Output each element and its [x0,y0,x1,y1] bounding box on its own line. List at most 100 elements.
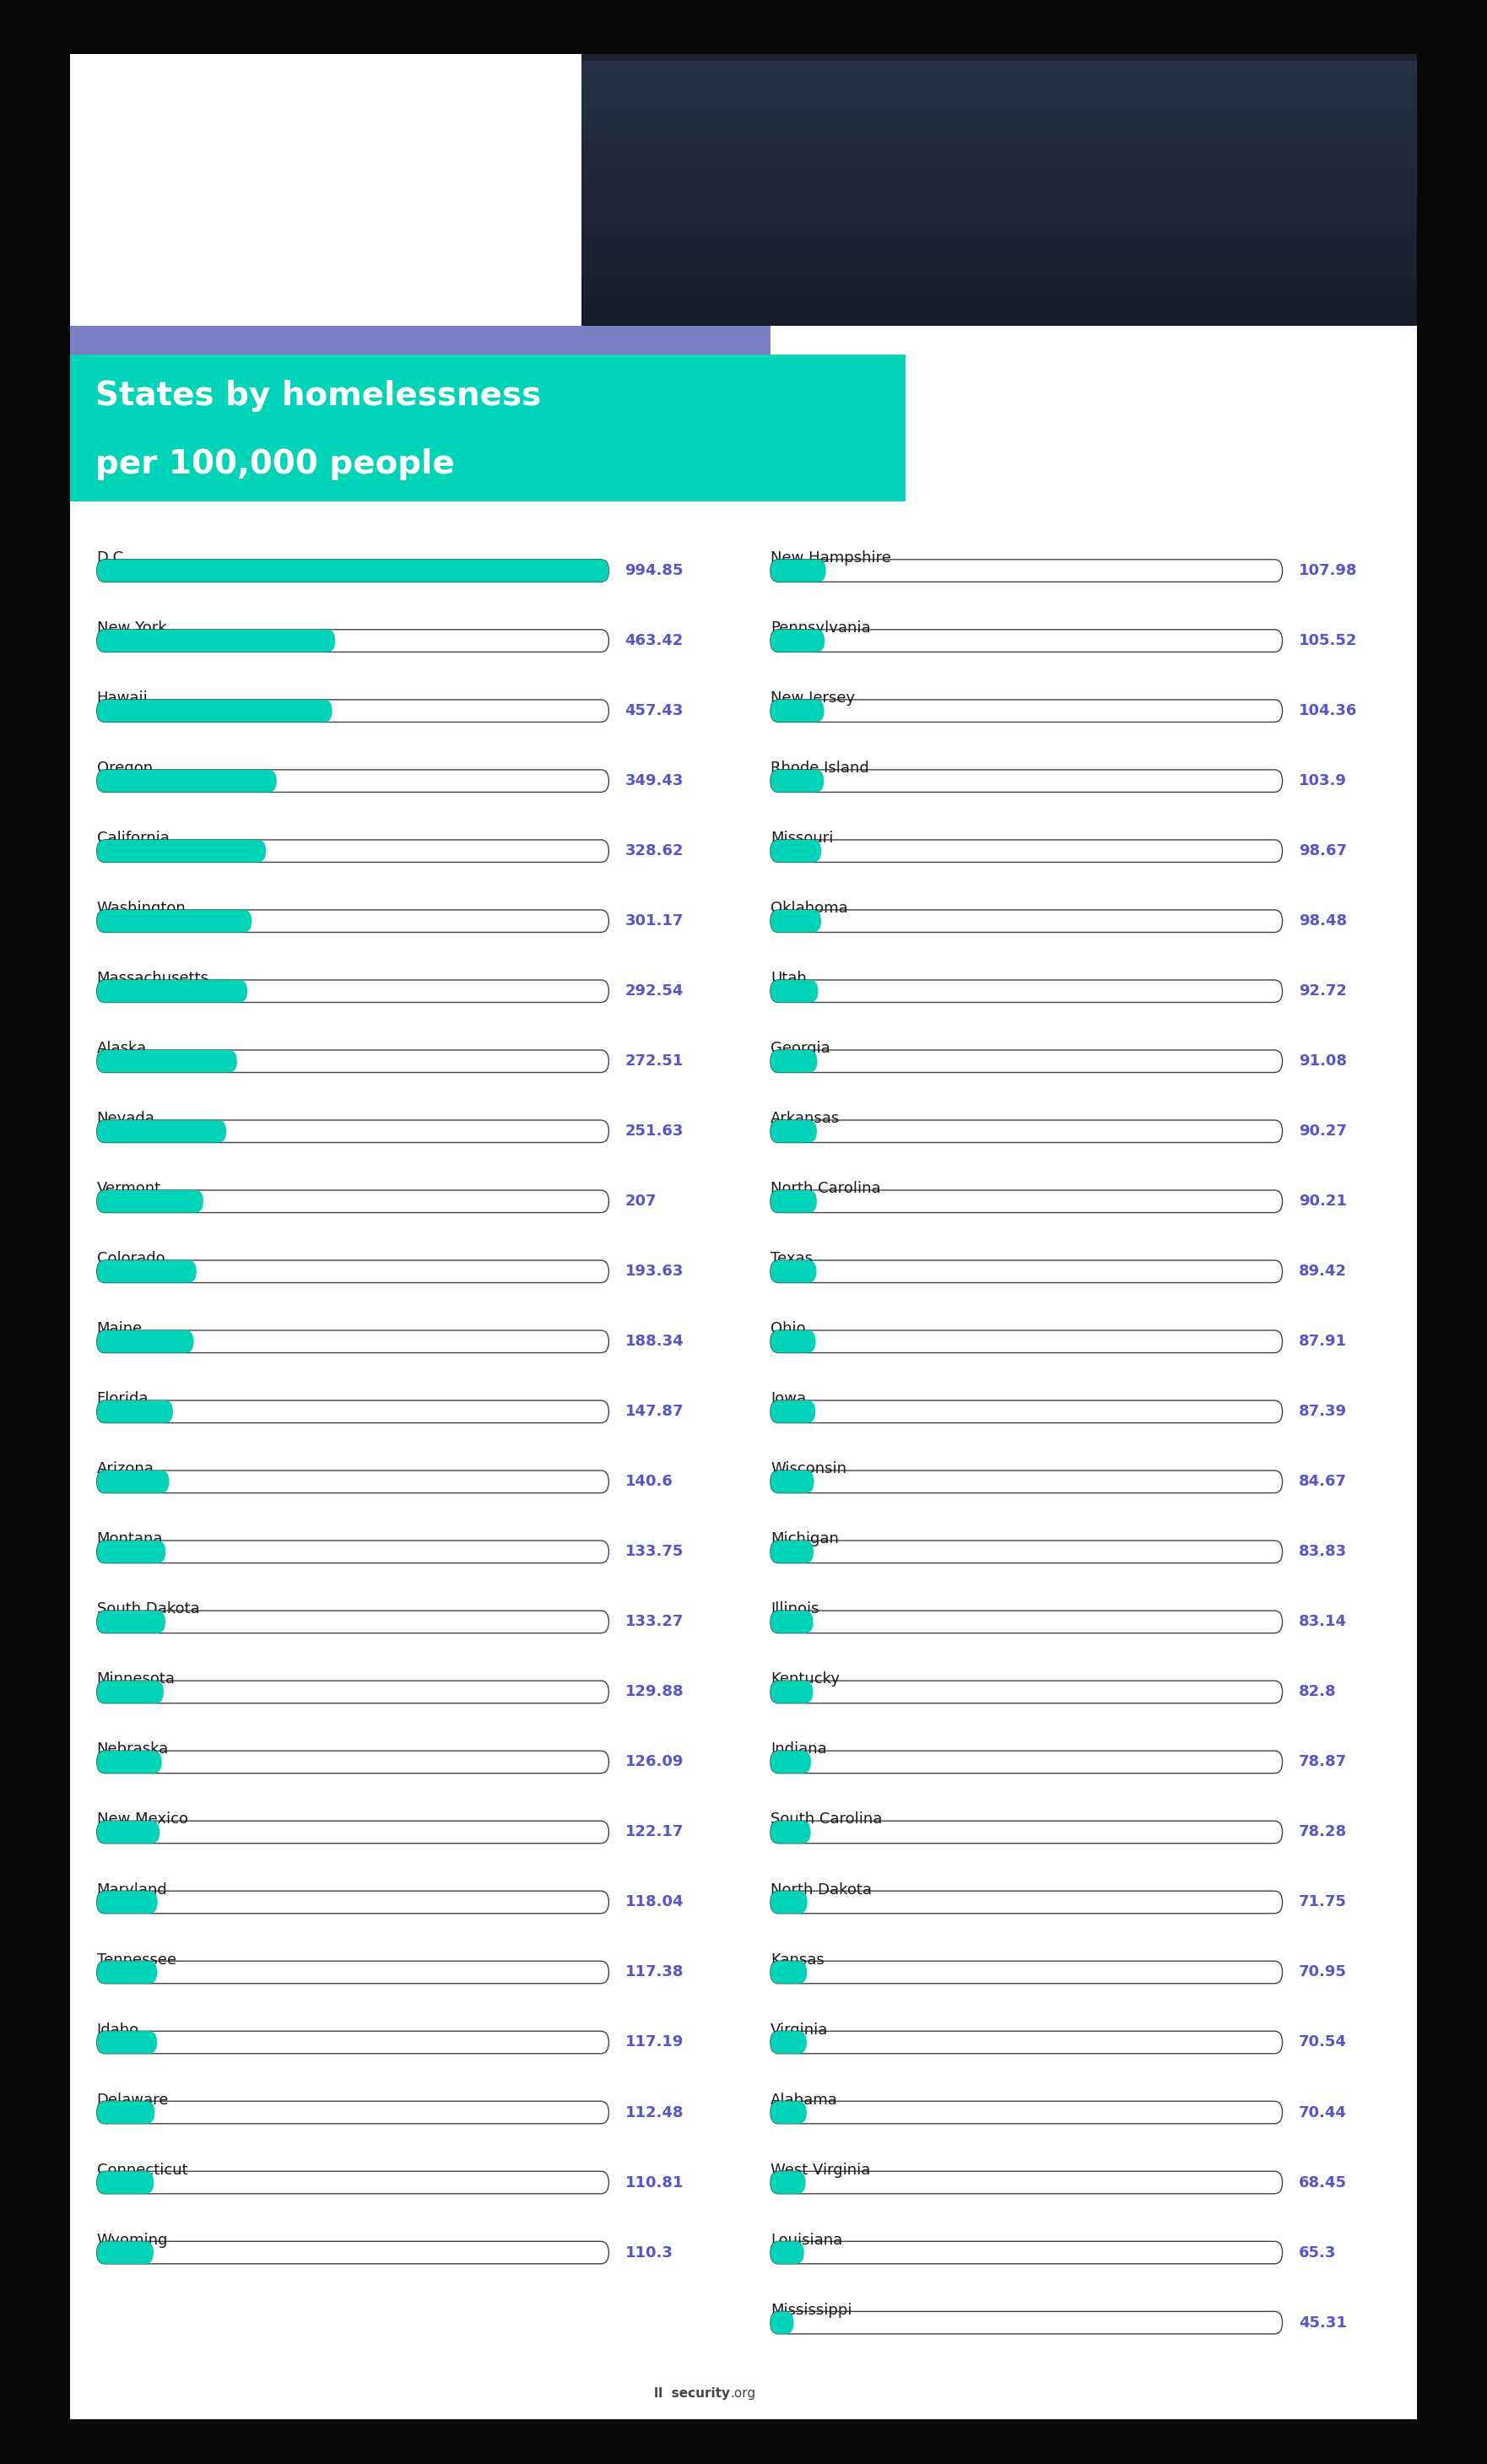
FancyBboxPatch shape [770,2311,1282,2333]
Text: West Virginia: West Virginia [770,2163,870,2178]
Text: per 100,000 people: per 100,000 people [95,448,454,480]
Text: Arizona: Arizona [97,1461,155,1476]
FancyBboxPatch shape [97,1400,608,1422]
FancyBboxPatch shape [97,1121,608,1143]
FancyBboxPatch shape [770,559,1282,582]
Text: .org: .org [730,2388,755,2400]
FancyBboxPatch shape [97,981,247,1003]
Text: 87.91: 87.91 [1298,1333,1347,1350]
FancyBboxPatch shape [770,700,1282,722]
FancyBboxPatch shape [97,559,608,582]
Text: 90.27: 90.27 [1298,1124,1347,1138]
Text: 126.09: 126.09 [625,1754,684,1769]
FancyBboxPatch shape [97,2242,153,2264]
FancyBboxPatch shape [97,2102,155,2124]
FancyBboxPatch shape [770,1540,813,1562]
Text: 188.34: 188.34 [625,1333,684,1350]
FancyBboxPatch shape [97,1471,608,1493]
FancyBboxPatch shape [770,769,824,791]
Text: 70.95: 70.95 [1298,1964,1347,1981]
Text: Tennessee: Tennessee [97,1951,177,1966]
FancyBboxPatch shape [770,1821,810,1843]
FancyBboxPatch shape [97,1400,172,1422]
Text: 193.63: 193.63 [625,1264,684,1279]
FancyBboxPatch shape [97,1680,608,1703]
FancyBboxPatch shape [770,1680,813,1703]
Text: 105.52: 105.52 [1298,633,1358,648]
FancyBboxPatch shape [97,2171,153,2193]
Text: Illinois: Illinois [770,1602,819,1616]
FancyBboxPatch shape [97,909,608,931]
Text: South Dakota: South Dakota [97,1602,199,1616]
Text: 110.81: 110.81 [625,2176,684,2190]
FancyBboxPatch shape [97,981,608,1003]
Text: Oregon: Oregon [97,761,153,776]
Bar [581,266,1417,278]
FancyBboxPatch shape [770,840,821,862]
FancyBboxPatch shape [770,1611,1282,1634]
Text: Indiana: Indiana [770,1742,827,1757]
Text: Texas: Texas [770,1252,812,1266]
Text: 90.21: 90.21 [1298,1195,1347,1210]
Text: Washington: Washington [97,902,186,917]
Text: North Dakota: North Dakota [770,1882,871,1897]
Text: 70.44: 70.44 [1298,2104,1347,2119]
Text: Oklahoma: Oklahoma [770,902,848,917]
Text: Alabama: Alabama [770,2092,837,2107]
Text: 98.67: 98.67 [1298,843,1347,857]
FancyBboxPatch shape [97,1961,608,1984]
FancyBboxPatch shape [97,2030,608,2053]
Text: 117.38: 117.38 [625,1964,684,1981]
Text: Idaho: Idaho [97,2023,140,2038]
Text: Pennsylvania: Pennsylvania [770,621,870,636]
Text: 98.48: 98.48 [1298,914,1347,929]
Text: Delaware: Delaware [97,2092,170,2107]
Bar [581,182,1417,197]
Text: New Mexico: New Mexico [97,1811,187,1828]
FancyBboxPatch shape [770,1331,1282,1353]
FancyBboxPatch shape [770,1259,1282,1284]
FancyBboxPatch shape [97,909,251,931]
Text: Nevada: Nevada [97,1111,155,1126]
Text: Kentucky: Kentucky [770,1671,840,1688]
Text: 92.72: 92.72 [1298,983,1347,998]
FancyBboxPatch shape [97,1259,196,1284]
Text: Connecticut: Connecticut [97,2163,187,2178]
FancyBboxPatch shape [770,1400,1282,1422]
Text: Colorado: Colorado [97,1252,165,1266]
Text: 91.08: 91.08 [1298,1055,1347,1069]
FancyBboxPatch shape [770,840,1282,862]
FancyBboxPatch shape [770,2242,804,2264]
Bar [581,128,1417,143]
FancyBboxPatch shape [770,1190,1282,1212]
Text: 112.48: 112.48 [625,2104,684,2119]
Text: 272.51: 272.51 [625,1055,684,1069]
FancyBboxPatch shape [97,631,335,653]
FancyBboxPatch shape [770,909,1282,931]
Bar [581,116,1417,128]
Text: Louisiana: Louisiana [770,2232,843,2247]
Text: 117.19: 117.19 [625,2035,684,2050]
FancyBboxPatch shape [97,840,608,862]
Bar [581,155,1417,170]
FancyBboxPatch shape [97,1540,165,1562]
FancyBboxPatch shape [97,1611,165,1634]
FancyBboxPatch shape [97,1680,164,1703]
FancyBboxPatch shape [97,1190,204,1212]
FancyBboxPatch shape [770,559,825,582]
Text: North Carolina: North Carolina [770,1180,880,1198]
FancyBboxPatch shape [770,1680,1282,1703]
FancyBboxPatch shape [770,1050,818,1072]
FancyBboxPatch shape [97,2102,608,2124]
FancyBboxPatch shape [97,1890,608,1915]
Text: 82.8: 82.8 [1298,1685,1337,1700]
FancyBboxPatch shape [770,631,1282,653]
Text: Georgia: Georgia [770,1040,830,1057]
Bar [581,293,1417,306]
FancyBboxPatch shape [770,1121,816,1143]
FancyBboxPatch shape [97,1331,193,1353]
FancyBboxPatch shape [770,631,825,653]
FancyBboxPatch shape [97,700,608,722]
Text: 107.98: 107.98 [1298,564,1358,579]
Text: 251.63: 251.63 [625,1124,684,1138]
